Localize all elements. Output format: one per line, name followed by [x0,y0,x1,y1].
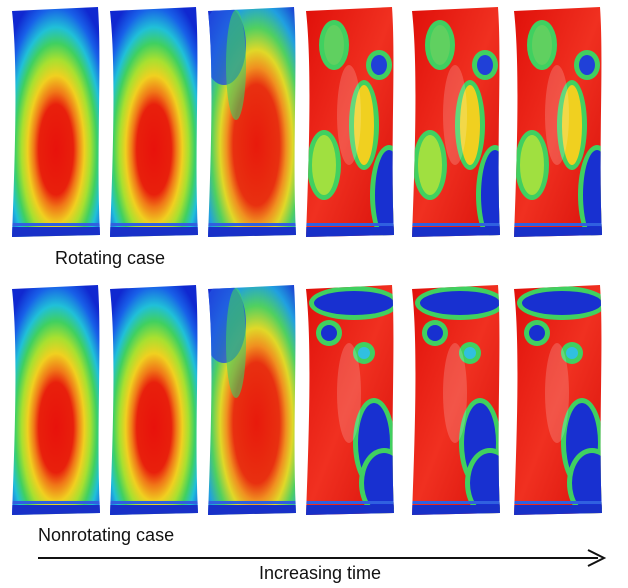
contour-details [108,223,200,239]
contour-field [12,7,100,237]
highlight [337,343,361,443]
spot [312,135,336,195]
blade [202,5,298,239]
spot [481,150,509,240]
base-stripe [206,227,298,239]
blade [512,285,617,518]
green-patch [226,288,246,398]
spot [314,291,394,315]
highlight [545,65,569,165]
blade [512,7,616,245]
contour-details [10,501,102,517]
base-stripe [304,227,396,239]
base-stripe [410,505,502,517]
blade [10,285,102,517]
spot [430,25,450,65]
row-label: Nonrotating case [38,525,174,545]
base-edge [10,223,102,226]
spot [583,150,611,240]
base-edge [206,501,298,504]
contour-field [110,285,198,515]
base-edge [108,223,200,226]
spot [420,291,500,315]
base-stripe [304,505,396,517]
base-stripe [108,505,200,517]
arrow-label: Increasing time [259,563,381,583]
blade [10,7,102,239]
base-edge [410,501,502,504]
highlight [545,343,569,443]
spot [566,347,578,359]
contour-field [12,285,100,515]
base-edge [512,223,604,226]
base-stripe [410,227,502,239]
spot [522,291,602,315]
spot [371,55,387,75]
blade [108,285,200,517]
contour-details [108,501,200,517]
figure: Rotating case Nonrotating case Increasin… [0,0,628,588]
base-stripe [10,505,102,517]
base-stripe [512,505,604,517]
base-edge [304,501,396,504]
blade [202,283,298,517]
row-label: Rotating case [55,248,165,268]
spot [529,325,545,341]
base-stripe [512,227,604,239]
green-patch [226,10,246,120]
spot [477,55,493,75]
contour-field [110,7,198,237]
contour-details [10,223,102,239]
spot [358,347,370,359]
spot [321,325,337,341]
base-stripe [206,505,298,517]
base-stripe [10,227,102,239]
highlight [443,65,467,165]
base-stripe [108,227,200,239]
blade [304,7,408,245]
spot [464,347,476,359]
spot [520,135,544,195]
blade [304,285,409,518]
base-edge [108,501,200,504]
spot [579,55,595,75]
base-edge [512,501,604,504]
base-edge [10,501,102,504]
base-edge [304,223,396,226]
spot [324,25,344,65]
blade [108,7,200,239]
base-edge [206,223,298,226]
spot [427,325,443,341]
spot [375,150,403,240]
base-edge [410,223,502,226]
highlight [443,343,467,443]
spot [418,135,442,195]
blade [410,7,514,245]
highlight [337,65,361,165]
blade [410,285,515,518]
spot [532,25,552,65]
